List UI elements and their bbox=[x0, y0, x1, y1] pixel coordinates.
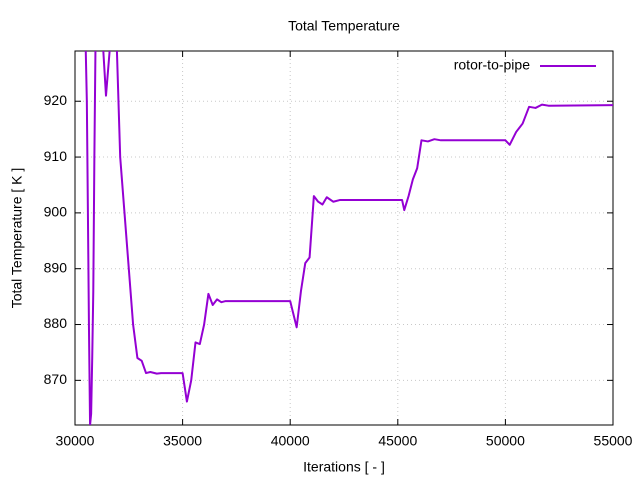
x-tick-label: 40000 bbox=[271, 433, 310, 449]
y-tick-label: 870 bbox=[44, 371, 68, 387]
y-tick-label: 900 bbox=[44, 204, 68, 220]
y-axis-label: Total Temperature [ K ] bbox=[9, 168, 25, 309]
x-tick-label: 30000 bbox=[56, 433, 95, 449]
plot-area bbox=[84, 51, 613, 425]
x-tick-label: 55000 bbox=[594, 433, 633, 449]
x-axis-label: Iterations [ - ] bbox=[303, 459, 385, 475]
legend-label: rotor-to-pipe bbox=[454, 57, 530, 73]
x-tick-label: 45000 bbox=[378, 433, 417, 449]
y-tick-label: 890 bbox=[44, 259, 68, 275]
y-tick-label: 880 bbox=[44, 315, 68, 331]
x-tick-label: 50000 bbox=[486, 433, 525, 449]
y-tick-label: 910 bbox=[44, 148, 68, 164]
plot-frame bbox=[74, 50, 614, 426]
chart-title: Total Temperature bbox=[288, 18, 400, 34]
series-line bbox=[84, 51, 613, 425]
y-tick-label: 920 bbox=[44, 92, 68, 108]
x-tick-label: 35000 bbox=[163, 433, 202, 449]
